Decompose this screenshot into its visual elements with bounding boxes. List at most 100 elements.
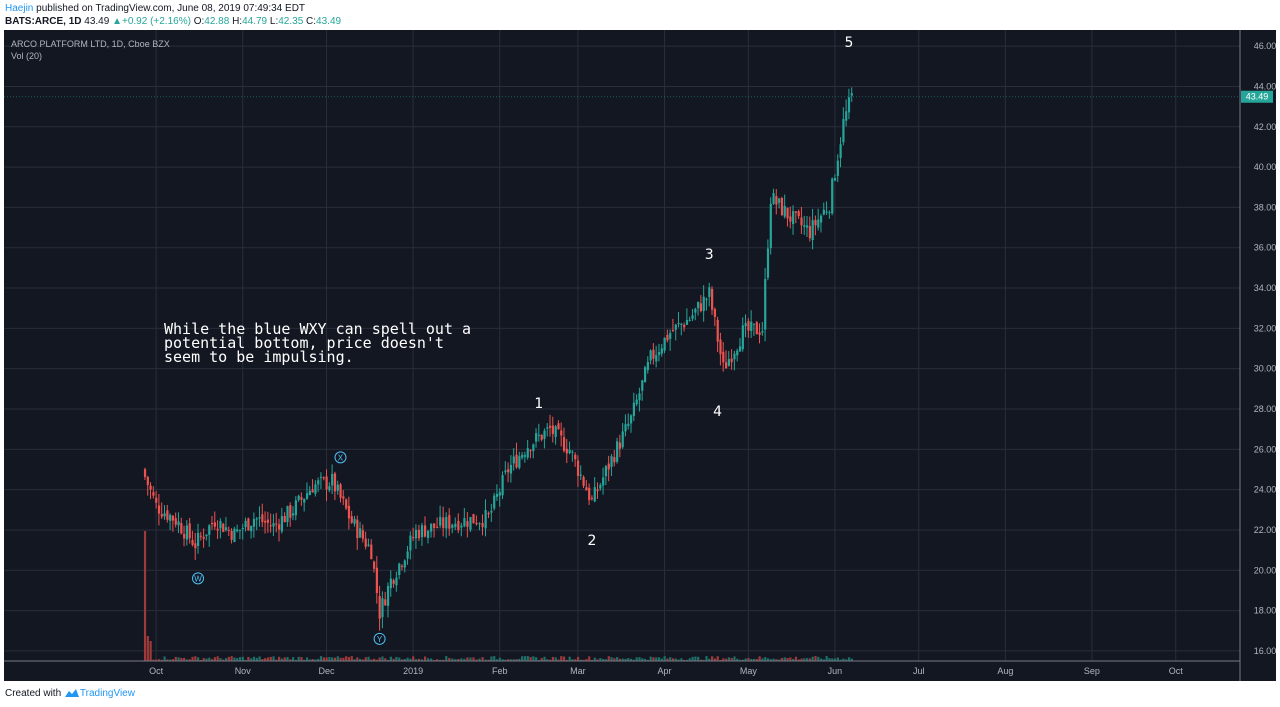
candle-body [160,513,163,517]
candle-body [501,475,504,496]
candle-body [730,358,733,363]
volume-bar [481,657,484,661]
volume-bar [297,656,300,661]
candle-body [817,219,820,228]
volume-bar [333,657,337,661]
candle-body [197,532,200,547]
candle-body [210,522,214,525]
volume-bar [736,658,739,661]
candle-body [406,551,409,559]
candle-body [398,563,401,575]
volume-bar [694,656,697,661]
volume-bar [272,656,275,661]
y-tick-label: 34.00 [1254,283,1277,293]
y-tick-label: 24.00 [1254,485,1277,495]
volume-bar [255,657,258,661]
candle-body [420,525,424,538]
candle-body [417,529,421,539]
candle-body [574,454,577,460]
y-tick-label: 44.00 [1254,81,1277,91]
candle-body [219,521,222,529]
volume-bar [188,659,191,661]
volume-bar [792,659,795,661]
volume-bar [336,656,339,661]
candle-body [652,349,655,359]
candle-body [436,526,439,528]
volume-bar [657,657,661,661]
candle-body [361,530,365,539]
candle-body [493,495,496,509]
candle-body [294,500,297,516]
grid [4,30,1240,661]
volume-bar [219,658,222,661]
volume-bar [713,658,717,661]
volume-bar [247,656,250,661]
volume-bar [507,659,510,661]
volume-bar [747,657,750,661]
wave-label: Y [377,635,383,644]
volume-bar [593,657,596,661]
volume-bar [764,657,767,661]
candle-body [255,518,258,520]
candle-body [845,111,848,121]
volume-bar [398,657,401,661]
volume-bar [778,659,781,661]
volume-bar [174,656,177,661]
candle-body [317,480,320,485]
axes: 46.00 44.00 42.00 40.00 38.00 36.00 34.00 32.00… [4,30,1276,681]
candle-body [699,303,703,312]
y-tick-label: 16.00 [1254,646,1277,656]
symbol-label: BATS:ARCE, 1D [5,16,82,27]
candle-body [839,144,842,159]
candle-body [724,362,728,369]
candle-body [803,225,806,227]
candle-body [792,211,795,224]
volume-bar [708,658,711,661]
candle-body [336,484,339,491]
candle-body [674,324,677,330]
candle-body [504,470,507,473]
candle-body [286,506,289,523]
candle-body [560,430,563,436]
candle-body [445,516,448,529]
volume-bars [143,531,853,661]
volume-bar [643,658,647,661]
x-tick-label: May [740,666,758,676]
volume-bar [602,658,605,661]
candle-body [427,530,430,538]
candle-body [741,325,744,350]
author-link[interactable]: Haejin [5,3,34,14]
volume-bar [624,658,627,661]
volume-bar [233,657,236,661]
close-label: C: [306,16,317,27]
candle-body [495,493,499,497]
candle-body [163,513,166,517]
volume-bar [604,659,608,661]
volume-bar [839,659,842,661]
candle-body [275,523,278,525]
candle-body [386,586,390,606]
candle-body [143,469,147,477]
candle-body [618,442,622,449]
candle-body [375,567,378,594]
candle-body [409,535,412,551]
volume-bar [518,658,521,661]
volume-bar [649,656,652,661]
volume-bar [655,657,658,661]
volume-bar [451,658,454,661]
volume-bar [722,658,725,661]
candle-body [719,339,722,355]
candle-body [166,510,169,520]
candle-body [711,288,714,310]
tradingview-link[interactable]: TradingView [79,688,135,699]
volume-bar [183,657,186,661]
volume-bar [264,658,267,661]
volume-bar [177,657,180,661]
candle-body [258,517,261,519]
price-chart[interactable]: 46.00 44.00 42.00 40.00 38.00 36.00 34.00 32.00… [0,30,1280,682]
volume-bar [842,658,845,661]
candle-body [828,212,831,214]
candle-body [412,537,415,539]
volume-bar [347,657,351,661]
candle-body [350,516,353,523]
